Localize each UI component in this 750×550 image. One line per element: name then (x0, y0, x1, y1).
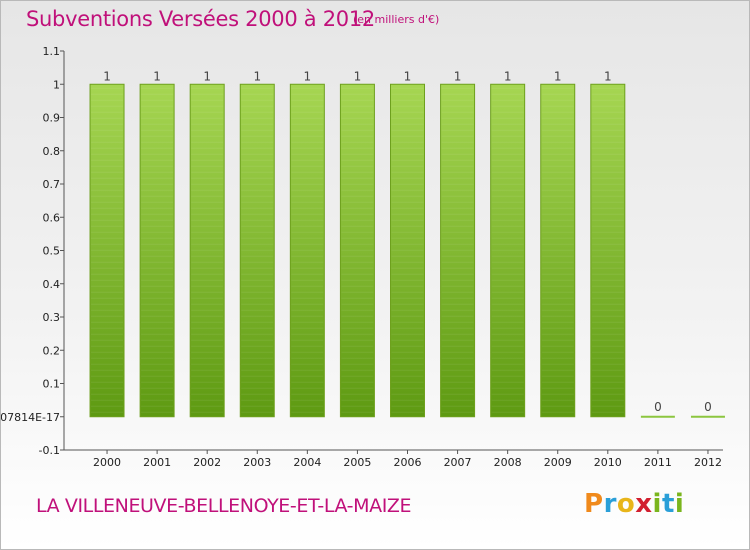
chart-title: Subventions Versées 2000 à 2012 (26, 7, 375, 31)
y-tick-label: 1 (53, 78, 60, 91)
logo-letter: P (584, 489, 604, 519)
logo-letter: t (661, 489, 675, 519)
x-tick-label: 2012 (694, 456, 722, 469)
x-tick-label: 2001 (143, 456, 171, 469)
x-tick-label: 2005 (343, 456, 371, 469)
bar (239, 83, 275, 418)
logo-letter: r (603, 489, 617, 519)
y-tick-label: -0.1 (39, 444, 60, 457)
bar-data-label: 0 (704, 400, 712, 414)
y-tick-label: 0.1 (43, 378, 61, 391)
y-tick-label: 0.4 (43, 278, 61, 291)
bar-data-label: 1 (153, 69, 161, 83)
x-tick-label: 2002 (193, 456, 221, 469)
x-tick-label: 2000 (93, 456, 121, 469)
y-tick-label: 0.7 (43, 178, 61, 191)
bar-data-label: 1 (103, 69, 111, 83)
y-tick-label: 0.9 (43, 112, 61, 125)
bar-data-label: 1 (203, 69, 211, 83)
bar-data-label: 1 (404, 69, 412, 83)
x-tick-label: 2008 (494, 456, 522, 469)
x-tick-label: 2003 (243, 456, 271, 469)
bar-data-label: 1 (253, 69, 261, 83)
bar-data-label: 1 (304, 69, 312, 83)
proxiti-logo: Proxiti (584, 489, 684, 519)
bar-data-label: 1 (604, 69, 612, 83)
bar (339, 83, 375, 418)
y-tick-label: 1.1 (43, 45, 61, 58)
x-tick-label: 2004 (293, 456, 321, 469)
bar (440, 83, 476, 418)
y-tick-label: 0.5 (43, 245, 61, 258)
bar (89, 83, 125, 418)
chart-unit: (en milliers d'€) (353, 13, 440, 26)
bar (540, 83, 576, 418)
bar (590, 83, 626, 418)
bar (139, 83, 175, 418)
bar-data-label: 1 (454, 69, 462, 83)
logo-letter: o (616, 489, 636, 519)
logo-letter: i (652, 489, 662, 519)
logo-letter: x (635, 489, 653, 519)
bar-data-label: 1 (504, 69, 512, 83)
y-tick-label: 0.3 (43, 311, 61, 324)
x-tick-label: 2009 (544, 456, 572, 469)
commune-name: LA VILLENEUVE-BELLENOYE-ET-LA-MAIZE (36, 495, 412, 517)
x-tick-label: 2006 (394, 456, 422, 469)
bar (490, 83, 526, 418)
x-tick-label: 2011 (644, 456, 672, 469)
bar (390, 83, 425, 418)
bar-data-label: 1 (554, 69, 562, 83)
bar-data-label: 0 (654, 400, 662, 414)
x-tick-label: 2010 (594, 456, 622, 469)
logo-letter: i (674, 489, 685, 519)
bar (189, 83, 225, 418)
y-tick-label: 0.6 (43, 211, 61, 224)
y-tick-label: 307814E-17 (1, 411, 60, 424)
y-tick-label: 0.8 (43, 145, 61, 158)
x-tick-label: 2007 (444, 456, 472, 469)
bar-data-label: 1 (354, 69, 362, 83)
y-tick-label: 0.2 (43, 344, 61, 357)
bar (289, 83, 325, 418)
